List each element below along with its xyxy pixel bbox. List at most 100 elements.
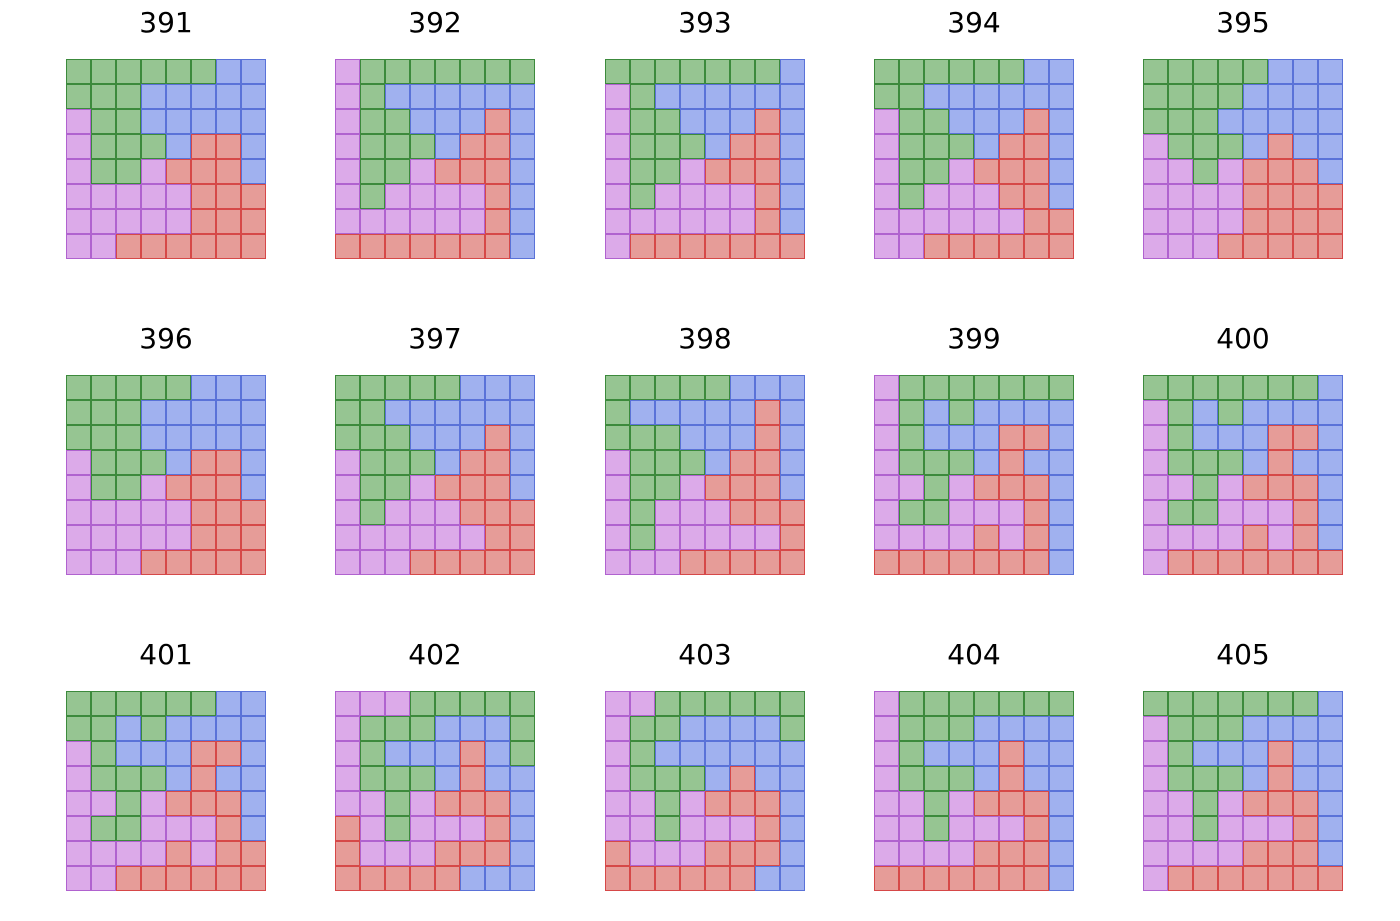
board-cell bbox=[1049, 791, 1074, 816]
board-cell bbox=[1143, 450, 1168, 475]
board-cell bbox=[410, 866, 435, 891]
board-cell bbox=[116, 766, 141, 791]
board-cell bbox=[360, 425, 385, 450]
board-cell bbox=[460, 550, 485, 575]
board-cell bbox=[730, 450, 755, 475]
board-cell bbox=[874, 525, 899, 550]
board-cell bbox=[730, 475, 755, 500]
board-cell bbox=[335, 816, 360, 841]
board-cell bbox=[1049, 234, 1074, 259]
board-cell bbox=[1293, 475, 1318, 500]
board-cell bbox=[385, 841, 410, 866]
board-cell bbox=[1193, 234, 1218, 259]
board-cell bbox=[630, 159, 655, 184]
board-cell bbox=[1193, 525, 1218, 550]
board-cell bbox=[510, 525, 535, 550]
board-cell bbox=[1293, 500, 1318, 525]
board-cell bbox=[1168, 841, 1193, 866]
board-cell bbox=[1243, 109, 1268, 134]
board-cell bbox=[1218, 134, 1243, 159]
board-cell bbox=[1168, 716, 1193, 741]
board-cell bbox=[1143, 841, 1168, 866]
board-cell bbox=[1049, 691, 1074, 716]
board-cell bbox=[191, 475, 216, 500]
board-cell bbox=[460, 134, 485, 159]
board-cell bbox=[705, 450, 730, 475]
board-cell bbox=[116, 84, 141, 109]
board-cell bbox=[385, 400, 410, 425]
board-cell bbox=[435, 550, 460, 575]
board-cell bbox=[91, 841, 116, 866]
board-cell bbox=[485, 550, 510, 575]
board-cell bbox=[1243, 475, 1268, 500]
board-cell bbox=[705, 109, 730, 134]
board-cell bbox=[1243, 741, 1268, 766]
board-cell bbox=[1243, 59, 1268, 84]
board-cell bbox=[191, 816, 216, 841]
board-cell bbox=[780, 525, 805, 550]
board-cell bbox=[949, 716, 974, 741]
board-cell bbox=[780, 184, 805, 209]
board-cell bbox=[730, 791, 755, 816]
board-cell bbox=[949, 159, 974, 184]
board-cell bbox=[874, 716, 899, 741]
board-cell bbox=[141, 109, 166, 134]
board-cell bbox=[680, 716, 705, 741]
board-cell bbox=[66, 691, 91, 716]
board-cell bbox=[166, 550, 191, 575]
board-cell bbox=[899, 375, 924, 400]
board-cell bbox=[1143, 716, 1168, 741]
board-cell bbox=[1049, 866, 1074, 891]
board-cell bbox=[974, 109, 999, 134]
board-cell bbox=[166, 716, 191, 741]
board-cell bbox=[680, 550, 705, 575]
board-cell bbox=[949, 500, 974, 525]
board-cell bbox=[191, 691, 216, 716]
board-cell bbox=[730, 209, 755, 234]
board-cell bbox=[1268, 159, 1293, 184]
board-cell bbox=[460, 691, 485, 716]
board-cell bbox=[91, 400, 116, 425]
board-cell bbox=[166, 741, 191, 766]
board-cell bbox=[485, 741, 510, 766]
board-cell bbox=[999, 500, 1024, 525]
board-cell bbox=[605, 134, 630, 159]
board-cell bbox=[874, 475, 899, 500]
board-cell bbox=[605, 716, 630, 741]
board-cell bbox=[1024, 816, 1049, 841]
board-cell bbox=[680, 375, 705, 400]
board-cell bbox=[410, 716, 435, 741]
board-cell bbox=[191, 766, 216, 791]
board-cell bbox=[485, 841, 510, 866]
board-cell bbox=[460, 841, 485, 866]
board-cell bbox=[899, 59, 924, 84]
board-cell bbox=[1168, 550, 1193, 575]
board-cell bbox=[460, 184, 485, 209]
board-cell bbox=[899, 691, 924, 716]
board-cell bbox=[974, 234, 999, 259]
board-cell bbox=[949, 84, 974, 109]
board-cell bbox=[974, 159, 999, 184]
board-cell bbox=[141, 134, 166, 159]
board-cell bbox=[874, 59, 899, 84]
board-cell bbox=[1193, 209, 1218, 234]
board-cell bbox=[1318, 866, 1343, 891]
board-cell bbox=[141, 425, 166, 450]
board-cell bbox=[1318, 134, 1343, 159]
board-cell bbox=[1024, 109, 1049, 134]
board-cell bbox=[116, 716, 141, 741]
board-cell bbox=[91, 425, 116, 450]
board-cell bbox=[166, 791, 191, 816]
board-cell bbox=[485, 716, 510, 741]
board-cell bbox=[730, 766, 755, 791]
board-cell bbox=[899, 450, 924, 475]
board-cell bbox=[605, 159, 630, 184]
board-cell bbox=[1168, 209, 1193, 234]
board-cell bbox=[460, 375, 485, 400]
board-cell bbox=[91, 475, 116, 500]
board-cell bbox=[874, 134, 899, 159]
board-cell bbox=[605, 184, 630, 209]
board-cell bbox=[1168, 84, 1193, 109]
board-cell bbox=[924, 59, 949, 84]
board-cell bbox=[630, 866, 655, 891]
